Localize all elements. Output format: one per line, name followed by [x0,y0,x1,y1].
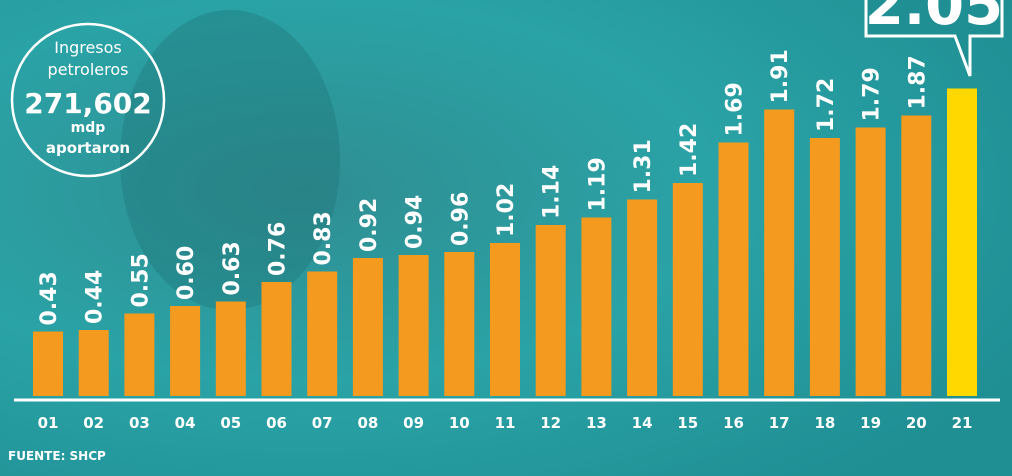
bar [947,89,977,397]
bar [627,200,657,397]
x-tick-label: 05 [220,414,241,432]
bar [673,183,703,396]
bar [33,332,63,397]
x-tick-label: 01 [38,414,59,432]
annotation-text: Ingresos [54,38,122,57]
value-label: 2.05 [865,0,1003,38]
value-label: 0.94 [403,195,428,249]
value-label: 1.91 [768,49,793,103]
bar [444,252,474,396]
annotation-number: 271,602 [24,87,152,120]
x-tick-label: 07 [312,414,333,432]
bar [719,143,749,397]
value-label: 0.55 [128,253,153,307]
bar [170,306,200,396]
x-tick-label: 18 [814,414,835,432]
x-tick-label: 13 [586,414,607,432]
value-label: 1.02 [494,183,519,237]
value-label: 1.69 [723,82,748,136]
x-tick-label: 17 [769,414,790,432]
bar [536,225,566,396]
value-label: 0.60 [174,246,199,300]
bar [810,138,840,396]
value-label: 1.87 [905,55,930,109]
x-tick-label: 04 [175,414,196,432]
x-tick-label: 02 [83,414,104,432]
x-tick-label: 11 [495,414,516,432]
x-tick-label: 06 [266,414,287,432]
value-label: 1.14 [540,165,565,219]
x-tick-label: 16 [723,414,744,432]
value-label: 1.79 [860,67,885,121]
x-tick-label: 21 [952,414,973,432]
value-label: 1.19 [585,157,610,211]
bar [581,218,611,397]
value-label: 0.44 [83,270,108,324]
value-label: 0.63 [220,241,245,295]
bar [399,255,429,396]
x-tick-label: 20 [906,414,927,432]
source: FUENTE: SHCP [8,449,106,463]
bar [764,110,794,397]
value-label: 1.31 [631,139,656,193]
value-label: 0.96 [448,192,473,246]
value-label: 0.43 [37,271,62,325]
value-label: 0.76 [266,222,291,276]
bar [262,282,292,396]
value-label: 1.72 [814,78,839,132]
bar [79,330,109,396]
x-tick-label: 15 [677,414,698,432]
x-tick-label: 09 [403,414,424,432]
x-tick-label: 03 [129,414,150,432]
x-tick-label: 19 [860,414,881,432]
value-label: 0.83 [311,211,336,265]
annotation-text: aportaron [46,139,130,157]
chart: Ingresos petroleros 271,602 mdp aportaro… [0,0,1012,476]
value-label: 0.92 [357,198,382,252]
bar [307,272,337,397]
x-tick-label: 08 [357,414,378,432]
annotation-text: petroleros [48,60,129,79]
value-label: 1.42 [677,123,702,177]
x-tick-label: 12 [540,414,561,432]
bar [856,128,886,397]
bar [216,302,246,397]
annotation-text: mdp [71,120,106,136]
x-tick-label: 10 [449,414,470,432]
bar [353,258,383,396]
x-tick-label: 14 [632,414,653,432]
bar [124,314,154,397]
bar [901,116,931,397]
bar [490,243,520,396]
